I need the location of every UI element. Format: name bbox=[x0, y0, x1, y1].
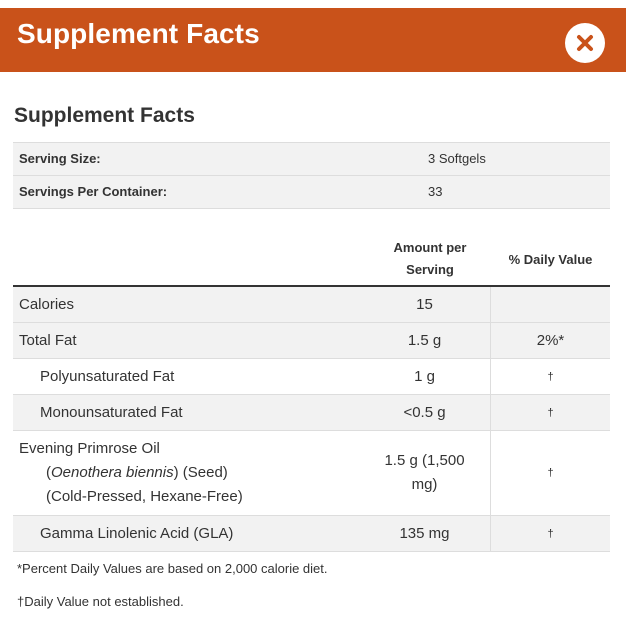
serving-size-row: Serving Size: 3 Softgels bbox=[13, 143, 610, 176]
serving-size-label: Serving Size: bbox=[19, 151, 101, 166]
table-row: Polyunsaturated Fat 1 g † bbox=[13, 359, 610, 395]
amount-header-line1: Amount per bbox=[393, 240, 467, 255]
close-button[interactable] bbox=[565, 23, 605, 63]
close-icon bbox=[577, 35, 593, 51]
footnote-not-established: †Daily Value not established. bbox=[17, 594, 184, 609]
dagger-symbol: † bbox=[547, 406, 554, 419]
nutrient-daily-value: 2%* bbox=[490, 323, 610, 358]
nutrient-amount: <0.5 g bbox=[403, 404, 446, 421]
plant-part: ) (Seed) bbox=[173, 464, 228, 481]
primrose-oil-description: Evening Primrose Oil (Oenothera biennis)… bbox=[19, 432, 243, 514]
latin-name: Oenothera biennis bbox=[51, 464, 174, 481]
nutrient-amount: 1.5 g bbox=[407, 332, 442, 349]
primrose-oil-process: (Cold-Pressed, Hexane-Free) bbox=[46, 488, 243, 505]
nutrient-amount: 1 g bbox=[414, 368, 435, 385]
amount-line1: 1.5 g (1,500 bbox=[384, 452, 465, 469]
nutrient-daily-value bbox=[490, 287, 610, 322]
dagger-symbol: † bbox=[547, 467, 554, 479]
servings-per-container-row: Servings Per Container: 33 bbox=[13, 176, 610, 209]
dagger-symbol: † bbox=[547, 370, 554, 383]
facts-table: Calories 15 Total Fat 1.5 g 2%* Polyunsa… bbox=[13, 287, 610, 552]
nutrient-amount: 135 mg bbox=[399, 525, 450, 542]
amount-per-serving-header: Amount per Serving bbox=[378, 237, 482, 281]
nutrient-amount: 1.5 g (1,500 mg) bbox=[359, 431, 490, 515]
section-title: Supplement Facts bbox=[14, 104, 195, 127]
nutrient-name: Gamma Linolenic Acid (GLA) bbox=[40, 525, 234, 542]
nutrient-name: Polyunsaturated Fat bbox=[40, 368, 175, 385]
modal-header: Supplement Facts bbox=[0, 8, 626, 72]
dagger-symbol: † bbox=[547, 527, 554, 540]
table-row: Calories 15 bbox=[13, 287, 610, 323]
nutrient-name: Evening Primrose Oil (Oenothera biennis)… bbox=[13, 431, 359, 515]
serving-size-value: 3 Softgels bbox=[428, 151, 486, 166]
primrose-oil-name: Evening Primrose Oil bbox=[19, 440, 160, 457]
nutrient-name: Calories bbox=[19, 296, 75, 313]
servings-per-container-label: Servings Per Container: bbox=[19, 184, 168, 199]
table-row: Monounsaturated Fat <0.5 g † bbox=[13, 395, 610, 431]
open-paren: ( bbox=[46, 464, 51, 481]
footnote-daily-values: *Percent Daily Values are based on 2,000… bbox=[17, 561, 328, 576]
nutrient-daily-value: † bbox=[490, 516, 610, 551]
nutrient-daily-value: † bbox=[490, 359, 610, 394]
nutrient-daily-value: † bbox=[490, 431, 610, 515]
daily-value-header: % Daily Value bbox=[508, 252, 593, 267]
amount-line2: mg) bbox=[411, 476, 438, 493]
nutrient-name: Monounsaturated Fat bbox=[40, 404, 183, 421]
servings-per-container-value: 33 bbox=[428, 184, 443, 199]
table-row: Total Fat 1.5 g 2%* bbox=[13, 323, 610, 359]
primrose-oil-source: (Oenothera biennis) (Seed) bbox=[19, 461, 243, 485]
serving-info-table: Serving Size: 3 Softgels Servings Per Co… bbox=[13, 142, 610, 209]
table-row: Gamma Linolenic Acid (GLA) 135 mg † bbox=[13, 516, 610, 552]
modal-title: Supplement Facts bbox=[17, 18, 260, 49]
nutrient-amount: 15 bbox=[416, 296, 433, 313]
facts-table-header: Amount per Serving % Daily Value bbox=[13, 235, 610, 287]
nutrient-name: Total Fat bbox=[19, 332, 77, 349]
nutrient-daily-value: † bbox=[490, 395, 610, 430]
amount-header-line2: Serving bbox=[406, 262, 454, 277]
table-row: Evening Primrose Oil (Oenothera biennis)… bbox=[13, 431, 610, 516]
